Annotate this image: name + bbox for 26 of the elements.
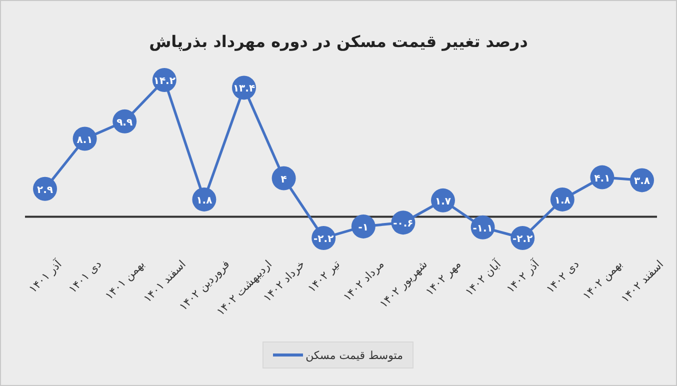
legend-label: متوسط قیمت مسکن	[306, 349, 404, 362]
point	[272, 166, 296, 190]
x-tick-label: دی ۱۴۰۲	[544, 258, 582, 296]
data-label: ۴.۱	[594, 173, 610, 184]
data-label: ۲.۹	[36, 184, 54, 196]
data-label: ۸.۱	[76, 134, 93, 146]
chart-title: درصد تغییر قیمت مسکن در دوره مهرداد بذرپاش	[149, 32, 528, 51]
point	[351, 214, 376, 238]
data-label: -۱.۱	[472, 223, 493, 234]
x-tick-label: تیر ۱۴۰۲	[305, 258, 343, 295]
data-label: ۱.۸	[196, 195, 212, 206]
data-label: ۱.۸	[554, 195, 570, 206]
data-label: ۱۴.۲	[153, 76, 176, 87]
x-tick-label: آبان ۱۴۰۲	[462, 256, 504, 299]
data-label: -۰.۶	[393, 218, 414, 230]
x-tick-label: آذر ۱۴۰۱	[26, 256, 65, 296]
data-label: -۲.۲	[314, 234, 334, 245]
data-label: ۹.۹	[116, 117, 133, 128]
data-label: ۳.۸	[634, 176, 650, 188]
data-label: -۲.۲	[512, 234, 533, 245]
data-label: ۴	[280, 174, 287, 186]
data-label: ۱.۷	[434, 196, 452, 208]
data-label: ۱۳.۴	[232, 84, 256, 95]
data-label: -۱	[358, 222, 369, 234]
x-tick-label: آذر ۱۴۰۲	[503, 256, 542, 296]
x-tick-label: دی ۱۴۰۱	[66, 258, 104, 296]
